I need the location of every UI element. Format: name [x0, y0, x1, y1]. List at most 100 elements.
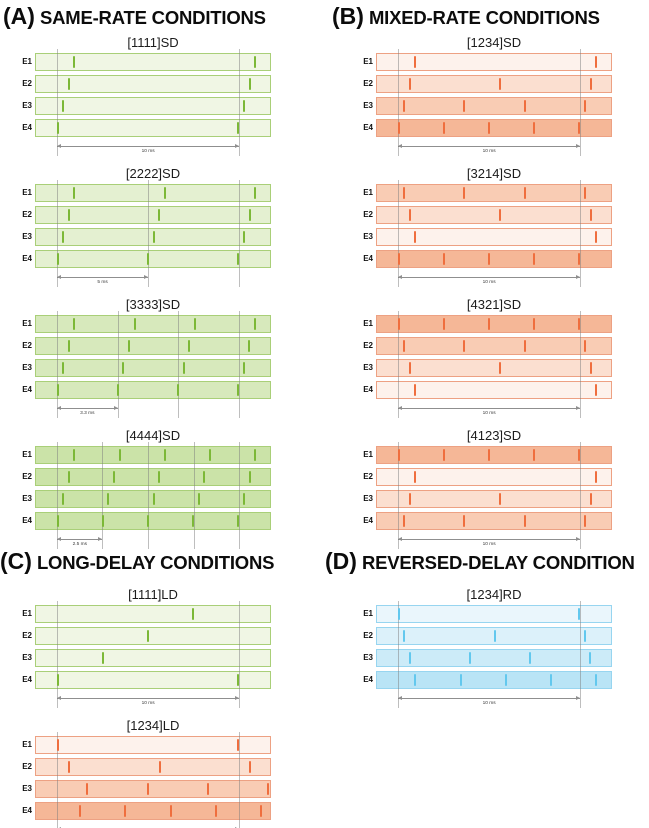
- electrode-row: E1: [360, 315, 612, 333]
- pulse-mark: [248, 340, 251, 352]
- pulse-train-diagram: [4123]SD E1 E2 E3 E4 10 ms: [360, 428, 612, 549]
- electrode-row: E2: [360, 337, 612, 355]
- electrode-bar: [376, 315, 612, 333]
- pulse-mark: [414, 384, 417, 396]
- pulse-mark: [254, 187, 257, 199]
- electrode-row: E2: [19, 468, 271, 486]
- pulse-mark: [459, 674, 462, 686]
- pulse-mark: [152, 493, 155, 505]
- electrode-label: E1: [22, 609, 32, 618]
- electrode-label: E3: [363, 494, 373, 503]
- pulse-mark: [414, 56, 417, 68]
- pulse-mark: [254, 318, 256, 330]
- electrode-label: E2: [22, 762, 32, 771]
- pulse-mark: [403, 630, 406, 642]
- electrode-bar: [376, 649, 612, 667]
- diagram-body: E1 E2 E3 E4 2.5 ms: [19, 442, 271, 549]
- electrode-row: E1: [360, 53, 612, 71]
- panel-same-rate: (A) SAME-RATE CONDITIONS [1111]SD E1 E2 E3 E…: [3, 3, 325, 559]
- electrode-label: E2: [22, 79, 32, 88]
- panel-letter: (B): [332, 3, 364, 29]
- pulse-mark: [56, 739, 59, 751]
- pulse-train-diagram: [1234]RD E1 E2 E3 E4 10 ms: [360, 587, 612, 708]
- panel-header: (A) SAME-RATE CONDITIONS: [3, 3, 325, 30]
- pulse-mark: [550, 674, 552, 686]
- pulse-mark: [442, 318, 445, 330]
- pulse-mark: [408, 652, 411, 664]
- electrode-row: E2: [19, 627, 271, 645]
- electrode-label: E4: [363, 254, 373, 263]
- diagram-title: [4123]SD: [466, 428, 522, 443]
- electrode-row: E2: [19, 75, 271, 93]
- pulse-mark: [488, 449, 491, 461]
- scale-row: 10 ms: [35, 141, 271, 156]
- pulse-mark: [408, 362, 411, 374]
- scale-arrow: 10 ms: [56, 696, 240, 706]
- pulse-mark: [523, 100, 526, 112]
- electrode-bar: [35, 605, 271, 623]
- pulse-mark: [237, 739, 240, 751]
- pulse-mark: [583, 515, 586, 527]
- electrode-row: E2: [19, 206, 271, 224]
- electrode-label: E2: [22, 472, 32, 481]
- pulse-mark: [146, 783, 149, 795]
- scale-row: 3.3 ms: [35, 403, 271, 418]
- electrode-label: E2: [363, 210, 373, 219]
- pulse-mark: [124, 805, 127, 817]
- pulse-mark: [583, 340, 586, 352]
- pulse-mark: [193, 318, 196, 330]
- scale-label: 3.3 ms: [79, 411, 95, 416]
- pulse-mark: [192, 515, 195, 527]
- pulse-mark: [442, 122, 445, 134]
- scale-row: 10 ms: [376, 403, 612, 418]
- pulse-mark: [583, 630, 586, 642]
- panel-letter: (C): [0, 548, 32, 574]
- pulse-mark: [254, 56, 257, 68]
- panel-header: (C) LONG-DELAY CONDITIONS: [0, 548, 324, 575]
- electrode-row: E1: [19, 736, 271, 754]
- pulse-mark: [499, 362, 502, 374]
- pulse-mark: [463, 100, 466, 112]
- pulse-mark: [56, 384, 59, 396]
- scale-row: 5 ms: [35, 272, 271, 287]
- pulse-train-diagram: [1234]LD E1 E2 E3 E4 10 ms: [19, 718, 271, 828]
- pulse-mark: [192, 608, 195, 620]
- pulse-mark: [408, 209, 411, 221]
- electrode-row: E3: [19, 228, 271, 246]
- electrode-label: E4: [22, 123, 32, 132]
- scale-row: 10 ms: [376, 141, 612, 156]
- scale-label: 10 ms: [482, 149, 496, 154]
- scale-arrow: 10 ms: [397, 406, 581, 416]
- electrode-bar: [376, 206, 612, 224]
- electrode-row: E4: [360, 119, 612, 137]
- pulse-mark: [499, 493, 502, 505]
- electrode-row: E4: [19, 802, 271, 820]
- scale-label: 2.5 ms: [72, 542, 87, 547]
- scale-row: 10 ms: [35, 824, 271, 828]
- pulse-mark: [533, 449, 536, 461]
- electrode-bar: [35, 250, 271, 268]
- electrode-row: E2: [19, 337, 271, 355]
- panel-mixed-rate: (B) MIXED-RATE CONDITIONS [1234]SD E1 E2 E3…: [327, 3, 649, 559]
- pulse-mark: [101, 652, 104, 664]
- diagram-body: E1 E2 E3 E4 10 ms: [360, 311, 612, 418]
- diagram-body: E1 E2 E3 E4 10 ms: [360, 49, 612, 156]
- pulse-train-diagram: [3214]SD E1 E2 E3 E4 10 ms: [360, 166, 612, 287]
- pulse-mark: [203, 471, 206, 483]
- pulse-train-diagram: [3333]SD E1 E2 E3 E4 3.3 ms: [19, 297, 271, 418]
- pulse-mark: [237, 674, 240, 686]
- pulse-mark: [86, 783, 89, 795]
- pulse-mark: [197, 493, 200, 505]
- pulse-mark: [249, 761, 252, 773]
- electrode-label: E1: [363, 319, 373, 328]
- pulse-mark: [169, 805, 172, 817]
- electrode-row: E3: [360, 228, 612, 246]
- pulse-train-diagram: [1111]SD E1 E2 E3 E4 10 ms: [19, 35, 271, 156]
- pulse-mark: [533, 122, 536, 134]
- electrode-bar: [376, 671, 612, 689]
- pulse-mark: [116, 384, 119, 396]
- pulse-mark: [152, 231, 155, 243]
- electrode-row: E2: [360, 75, 612, 93]
- pulse-mark: [206, 783, 209, 795]
- pulse-mark: [118, 449, 121, 461]
